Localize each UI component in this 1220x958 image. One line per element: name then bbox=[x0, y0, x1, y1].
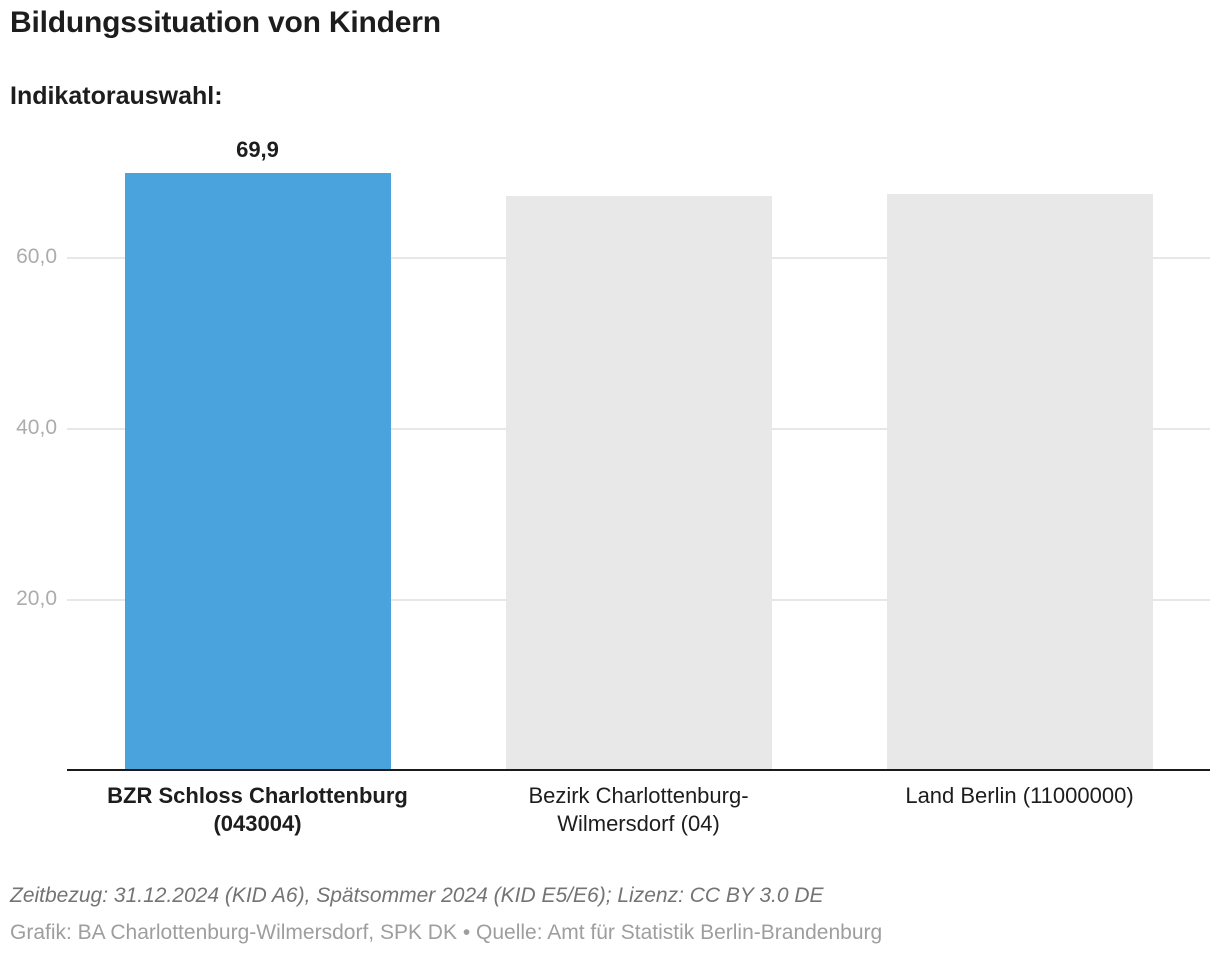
y-gridline bbox=[67, 428, 1210, 430]
chart-bar bbox=[886, 193, 1153, 771]
y-gridline bbox=[67, 257, 1210, 259]
chart-subtitle: Indikatorauswahl: bbox=[10, 82, 223, 110]
chart-title: Bildungssituation von Kindern bbox=[10, 6, 441, 39]
chart-notes: Zeitbezug: 31.12.2024 (KID A6), Spätsomm… bbox=[10, 884, 824, 907]
y-tick-label: 40,0 bbox=[16, 416, 57, 439]
chart-byline: Grafik: BA Charlottenburg-Wilmersdorf, S… bbox=[10, 921, 883, 944]
bar-value-label: 69,9 bbox=[236, 137, 279, 163]
x-axis-category-label: Land Berlin (11000000) bbox=[905, 783, 1134, 808]
x-axis-category-label: Bezirk Charlottenburg- Wilmersdorf (04) bbox=[528, 783, 749, 836]
chart-bar bbox=[505, 195, 772, 771]
x-axis-baseline bbox=[67, 769, 1210, 771]
x-axis-category-label: BZR Schloss Charlottenburg (043004) bbox=[107, 783, 408, 836]
chart-bar bbox=[124, 173, 391, 771]
y-tick-label: 20,0 bbox=[16, 587, 57, 610]
y-tick-label: 60,0 bbox=[16, 245, 57, 268]
y-gridline bbox=[67, 599, 1210, 601]
